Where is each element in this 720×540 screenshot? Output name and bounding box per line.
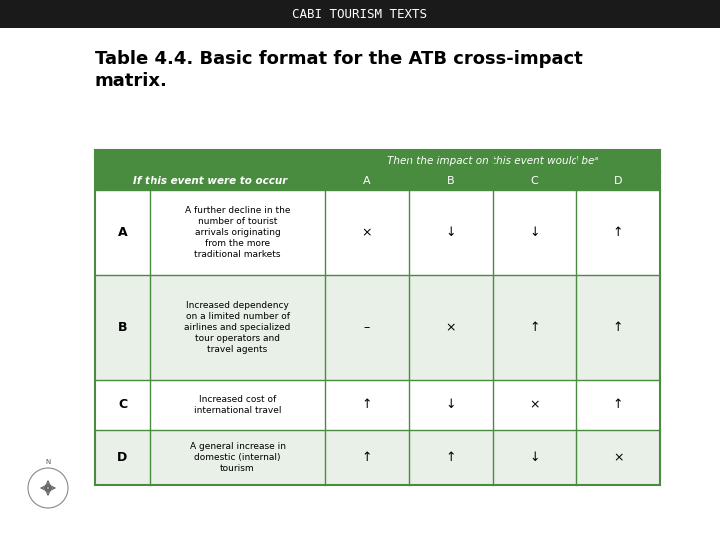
Text: ×: × [361, 226, 372, 239]
Text: ↓: ↓ [529, 226, 539, 239]
Text: ↑: ↑ [613, 399, 624, 411]
Text: Increased cost of
international travel: Increased cost of international travel [194, 395, 282, 415]
Text: A: A [363, 176, 371, 186]
Text: ×: × [446, 321, 456, 334]
Text: A further decline in the
number of tourist
arrivals originating
from the more
tr: A further decline in the number of touri… [185, 206, 290, 259]
Bar [0, 0, 720, 28]
Bar [95, 430, 660, 485]
Text: C: C [118, 399, 127, 411]
Text: If this event were to occur: If this event were to occur [132, 176, 287, 186]
Bar [95, 275, 660, 380]
Text: ↓: ↓ [446, 399, 456, 411]
Text: A: A [117, 226, 127, 239]
Text: C: C [531, 176, 539, 186]
Text: ↑: ↑ [446, 451, 456, 464]
Text: A general increase in
domestic (internal)
tourism: A general increase in domestic (internal… [189, 442, 286, 473]
Text: N: N [45, 459, 50, 465]
Text: Table 4.4. Basic format for the ATB cross-impact
matrix.: Table 4.4. Basic format for the ATB cros… [95, 50, 582, 90]
Bar [95, 190, 660, 275]
Text: Increased dependency
on a limited number of
airlines and specialized
tour operat: Increased dependency on a limited number… [184, 301, 291, 354]
Text: ↑: ↑ [613, 226, 624, 239]
Bar [95, 150, 660, 190]
Text: D: D [117, 451, 127, 464]
Text: Then the impact on this event would beᵃ: Then the impact on this event would beᵃ [387, 156, 598, 166]
Bar [95, 380, 660, 430]
Text: ↓: ↓ [529, 451, 539, 464]
Text: B: B [447, 176, 454, 186]
Text: ↓: ↓ [446, 226, 456, 239]
Text: B: B [118, 321, 127, 334]
Text: –: – [364, 321, 370, 334]
Text: ↑: ↑ [361, 399, 372, 411]
Text: ×: × [529, 399, 539, 411]
Text: ↑: ↑ [361, 451, 372, 464]
Text: CABI TOURISM TEXTS: CABI TOURISM TEXTS [292, 8, 428, 21]
Text: ↑: ↑ [613, 321, 624, 334]
Text: ×: × [613, 451, 624, 464]
Text: ↑: ↑ [529, 321, 539, 334]
Text: D: D [614, 176, 622, 186]
